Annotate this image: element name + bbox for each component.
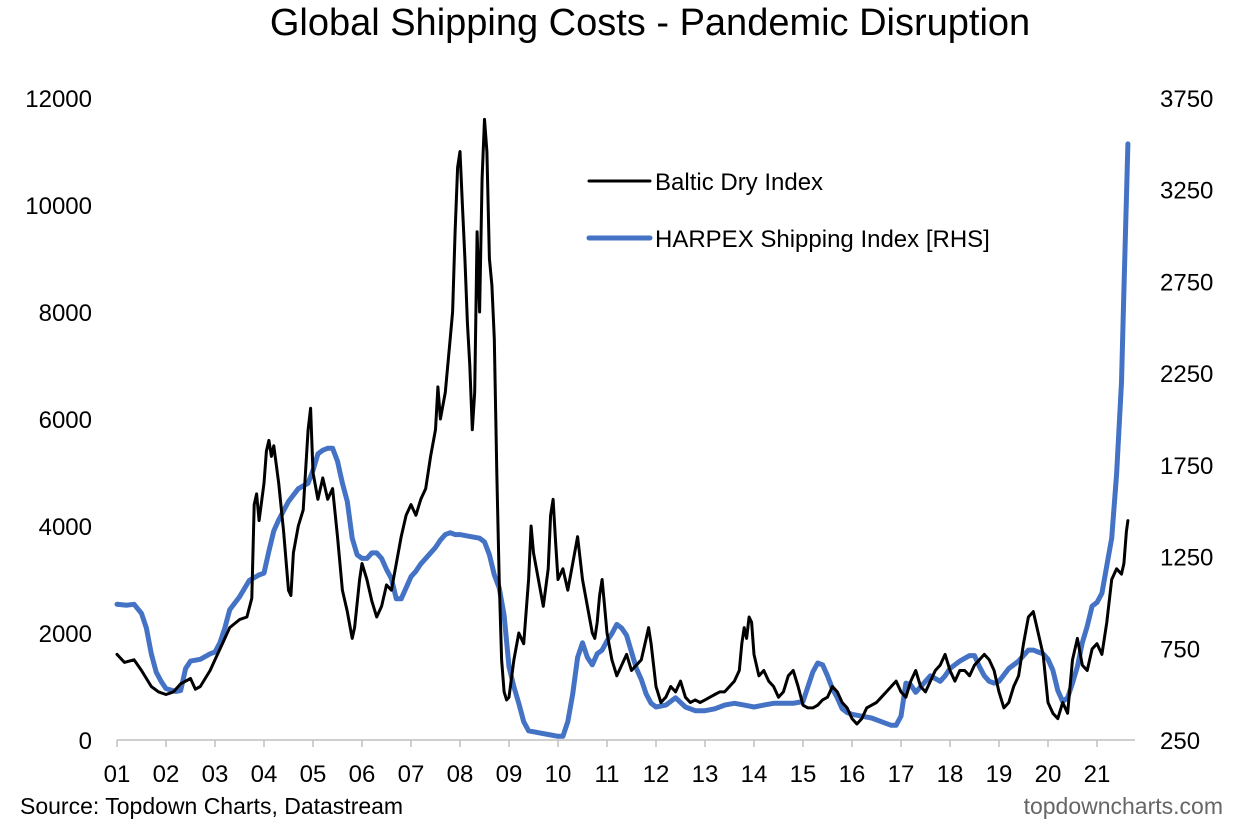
- series-line-baltic-dry: [115, 117, 1130, 726]
- y-right-tick-label: 1250: [1160, 545, 1213, 572]
- x-tick-label: 04: [251, 761, 278, 788]
- y-left-tick-label: 4000: [39, 514, 92, 541]
- y-left-tick-label: 12000: [25, 86, 92, 113]
- y-right-tick-label: 2250: [1160, 361, 1213, 388]
- x-tick-label: 16: [839, 761, 866, 788]
- axes: 01 02 03 04 05 06 07 08 09 10 11 12 13 14 15 16 17 18 19 20…: [25, 86, 1213, 788]
- y-right-tick-label: 3250: [1160, 178, 1213, 205]
- series-lines: [114, 117, 1131, 739]
- x-tick-label: 01: [104, 761, 131, 788]
- legend-label: Baltic Dry Index: [655, 169, 823, 196]
- x-tick-label: 18: [937, 761, 964, 788]
- legend-label: HARPEX Shipping Index [RHS]: [655, 226, 990, 253]
- source-note: Source: Topdown Charts, Datastream: [20, 793, 404, 819]
- x-tick-label: 10: [545, 761, 572, 788]
- y-left-tick-label: 8000: [39, 300, 92, 327]
- x-tick-label: 06: [349, 761, 376, 788]
- y-right-tick-label: 750: [1160, 636, 1200, 663]
- x-tick-label: 17: [888, 761, 915, 788]
- x-tick-label: 20: [1035, 761, 1062, 788]
- x-tick-label: 21: [1084, 761, 1111, 788]
- x-tick-label: 09: [496, 761, 523, 788]
- y-right-tick-label: 2750: [1160, 269, 1213, 296]
- x-tick-label: 02: [153, 761, 180, 788]
- x-tick-label: 07: [398, 761, 425, 788]
- x-tick-label: 08: [447, 761, 474, 788]
- y-left-tick-label: 2000: [39, 621, 92, 648]
- x-tick-label: 15: [790, 761, 817, 788]
- y-left-tick-label: 0: [79, 728, 92, 755]
- x-tick-label: 12: [643, 761, 670, 788]
- x-tick-label: 14: [741, 761, 768, 788]
- x-tick-label: 13: [692, 761, 719, 788]
- x-tick-label: 19: [986, 761, 1013, 788]
- chart-title: Global Shipping Costs - Pandemic Disrupt…: [269, 2, 1031, 44]
- legend: Baltic Dry Index HARPEX Shipping Index [R…: [586, 169, 990, 253]
- y-right-tick-label: 250: [1160, 728, 1200, 755]
- credit-note: topdowncharts.com: [1023, 793, 1223, 819]
- y-left-tick-label: 6000: [39, 407, 92, 434]
- x-tick-label: 05: [300, 761, 327, 788]
- x-tick-label: 11: [595, 761, 620, 788]
- x-tick-label: 03: [202, 761, 229, 788]
- y-right-tick-label: 1750: [1160, 453, 1213, 480]
- y-left-tick-label: 10000: [25, 193, 92, 220]
- y-right-tick-label: 3750: [1160, 86, 1213, 113]
